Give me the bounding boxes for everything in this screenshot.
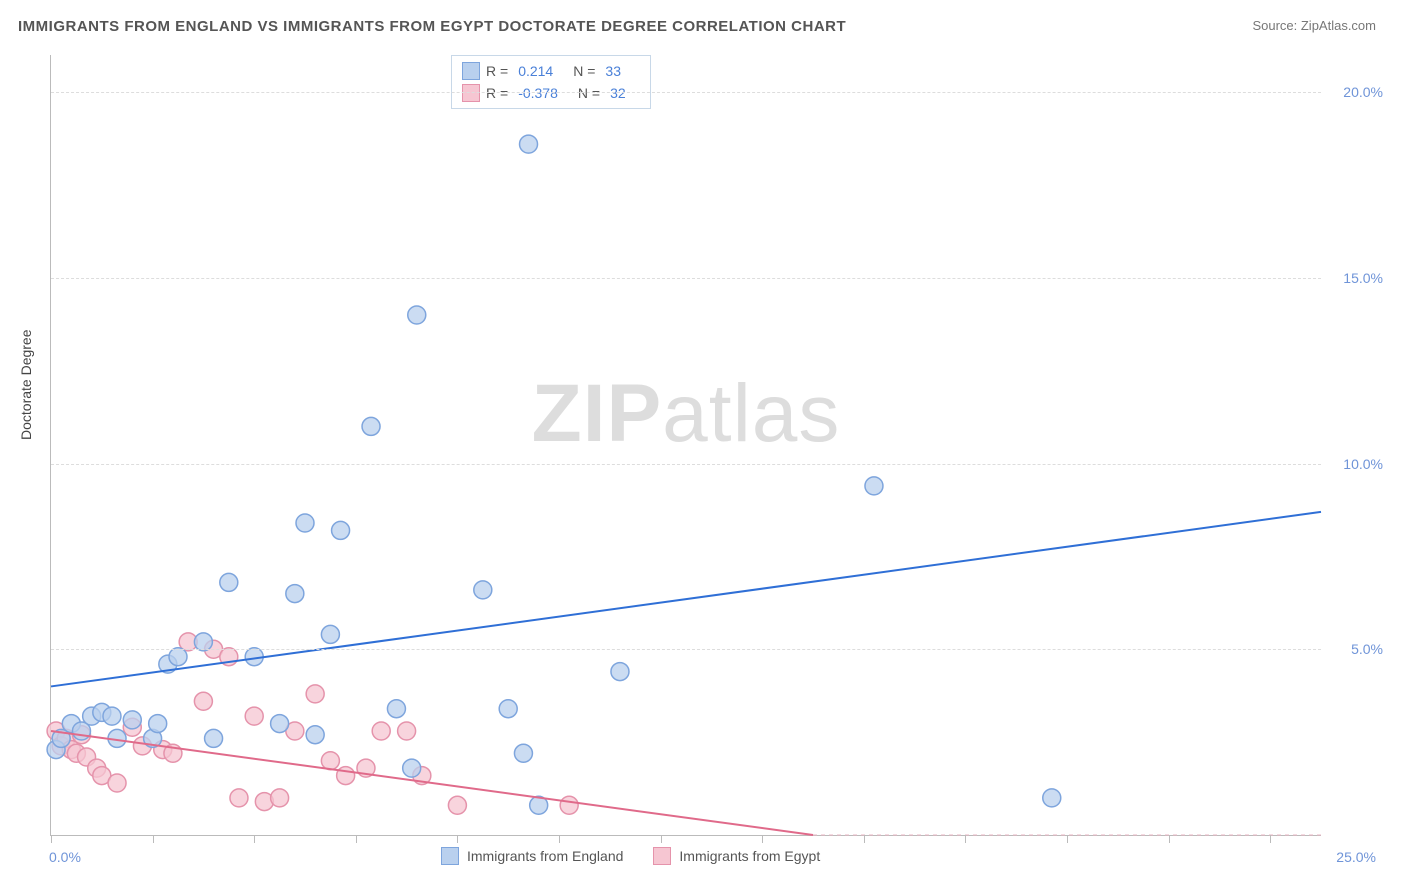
data-point-england	[474, 581, 492, 599]
chart-plot-area: ZIPatlas R = 0.214 N = 33 R = -0.378 N =…	[50, 55, 1321, 836]
data-point-egypt	[230, 789, 248, 807]
data-point-egypt	[194, 692, 212, 710]
x-tick	[864, 835, 865, 843]
data-point-england	[103, 707, 121, 725]
x-tick	[1169, 835, 1170, 843]
y-tick-label: 15.0%	[1328, 270, 1383, 286]
x-tick	[1270, 835, 1271, 843]
source-name: ZipAtlas.com	[1301, 18, 1376, 33]
x-tick-label: 25.0%	[1336, 849, 1376, 865]
data-point-england	[123, 711, 141, 729]
data-point-egypt	[337, 767, 355, 785]
data-point-egypt	[372, 722, 390, 740]
data-point-egypt	[245, 707, 263, 725]
data-point-england	[514, 744, 532, 762]
data-point-egypt	[321, 752, 339, 770]
data-point-egypt	[306, 685, 324, 703]
data-point-england	[286, 585, 304, 603]
trend-line-egypt	[51, 731, 813, 835]
trend-line-england	[51, 512, 1321, 687]
y-tick-label: 10.0%	[1328, 456, 1383, 472]
gridline	[51, 464, 1321, 465]
data-point-england	[332, 521, 350, 539]
data-point-england	[499, 700, 517, 718]
data-point-england	[865, 477, 883, 495]
data-point-england	[169, 648, 187, 666]
data-point-england	[194, 633, 212, 651]
x-tick-label: 0.0%	[49, 849, 81, 865]
data-point-england	[205, 729, 223, 747]
legend-item-england: Immigrants from England	[441, 847, 623, 865]
source-label: Source:	[1252, 18, 1300, 33]
y-tick-label: 5.0%	[1328, 641, 1383, 657]
data-point-egypt	[271, 789, 289, 807]
data-point-england	[271, 715, 289, 733]
source-attribution: Source: ZipAtlas.com	[1252, 18, 1376, 33]
legend-item-egypt: Immigrants from Egypt	[653, 847, 820, 865]
data-point-england	[1043, 789, 1061, 807]
x-tick	[254, 835, 255, 843]
data-point-egypt	[398, 722, 416, 740]
data-point-england	[520, 135, 538, 153]
y-tick-label: 20.0%	[1328, 84, 1383, 100]
x-tick	[457, 835, 458, 843]
gridline	[51, 278, 1321, 279]
data-point-egypt	[560, 796, 578, 814]
gridline	[51, 92, 1321, 93]
data-point-england	[362, 417, 380, 435]
data-point-england	[611, 663, 629, 681]
series-legend: Immigrants from England Immigrants from …	[441, 847, 820, 865]
data-point-england	[296, 514, 314, 532]
y-axis-label: Doctorate Degree	[18, 329, 34, 440]
swatch-egypt	[653, 847, 671, 865]
x-tick	[356, 835, 357, 843]
swatch-england	[441, 847, 459, 865]
data-point-egypt	[108, 774, 126, 792]
x-tick	[1067, 835, 1068, 843]
data-point-england	[387, 700, 405, 718]
legend-label-egypt: Immigrants from Egypt	[679, 848, 820, 864]
data-point-england	[220, 573, 238, 591]
x-tick	[51, 835, 52, 843]
legend-label-england: Immigrants from England	[467, 848, 623, 864]
x-tick	[762, 835, 763, 843]
chart-svg	[51, 55, 1321, 835]
data-point-england	[408, 306, 426, 324]
x-tick	[661, 835, 662, 843]
data-point-england	[306, 726, 324, 744]
data-point-egypt	[448, 796, 466, 814]
x-tick	[559, 835, 560, 843]
data-point-england	[149, 715, 167, 733]
x-tick	[965, 835, 966, 843]
chart-title: IMMIGRANTS FROM ENGLAND VS IMMIGRANTS FR…	[18, 18, 846, 35]
x-tick	[153, 835, 154, 843]
data-point-england	[321, 625, 339, 643]
data-point-england	[403, 759, 421, 777]
gridline	[51, 649, 1321, 650]
